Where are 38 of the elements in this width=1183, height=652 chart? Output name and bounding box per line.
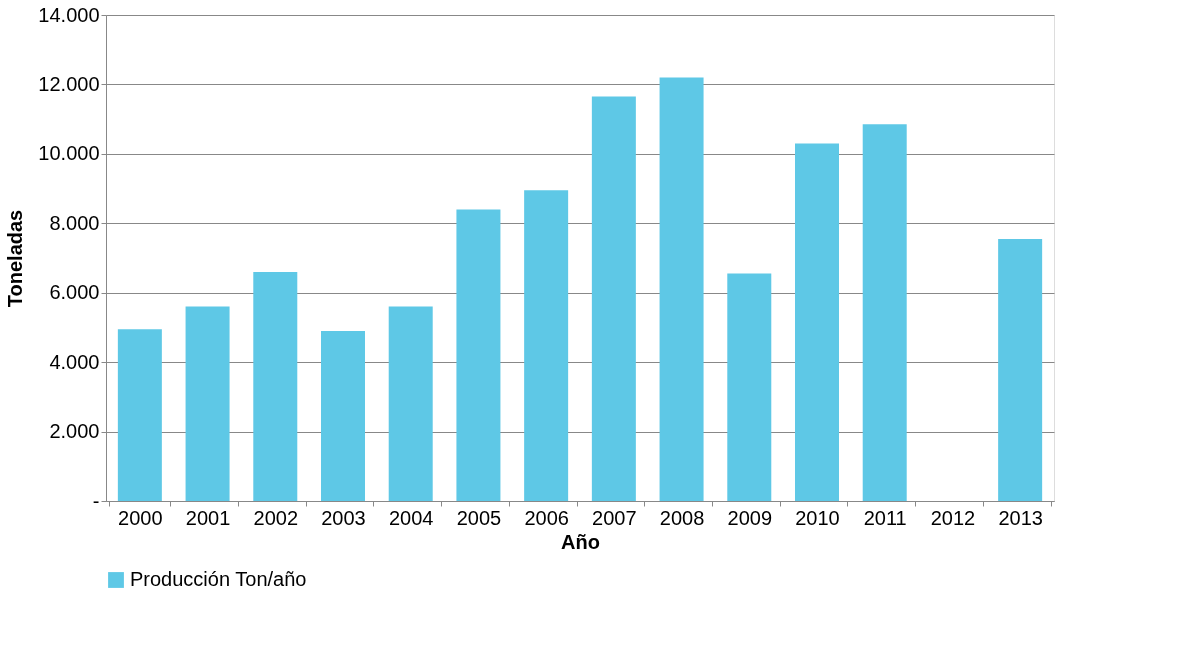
bar bbox=[591, 96, 636, 501]
x-tick-label: 2001 bbox=[185, 506, 231, 529]
y-tick-label: - bbox=[92, 489, 100, 512]
bar bbox=[862, 124, 907, 501]
x-tick-label: 2008 bbox=[659, 506, 705, 529]
x-tick-label: 2013 bbox=[998, 506, 1043, 529]
bar bbox=[117, 329, 162, 501]
y-tick-label: 6.000 bbox=[49, 281, 100, 304]
bar bbox=[795, 143, 839, 501]
legend-label: Producción Ton/año bbox=[130, 568, 307, 590]
x-axis-title: Año bbox=[561, 530, 600, 553]
y-tick-label: 4.000 bbox=[49, 350, 100, 373]
x-tick-label: 2004 bbox=[388, 506, 434, 529]
y-tick-label: 12.000 bbox=[38, 72, 100, 95]
x-tick-label: 2002 bbox=[253, 506, 299, 529]
x-tick-label: 2009 bbox=[727, 506, 773, 529]
x-tick-label: 2010 bbox=[795, 506, 840, 529]
y-tick-label: 14.000 bbox=[38, 3, 100, 26]
bar bbox=[456, 209, 501, 501]
bar bbox=[185, 306, 230, 501]
bar bbox=[524, 190, 569, 501]
y-axis-title: Toneladas bbox=[4, 209, 27, 308]
x-tick-label: 2005 bbox=[456, 506, 502, 529]
x-tick-label: 2011 bbox=[863, 506, 907, 529]
y-tick-label: 8.000 bbox=[49, 211, 100, 234]
x-tick-label: 2003 bbox=[321, 506, 366, 529]
x-tick-label: 2007 bbox=[592, 506, 637, 529]
bar bbox=[659, 77, 704, 501]
x-tick-label: 2000 bbox=[118, 506, 163, 529]
x-tick-label: 2006 bbox=[524, 506, 569, 529]
x-tick-label: 2012 bbox=[930, 506, 976, 529]
bar bbox=[998, 238, 1043, 501]
bar bbox=[321, 330, 365, 501]
bar bbox=[727, 273, 772, 501]
bar bbox=[388, 306, 433, 501]
y-tick-label: 10.000 bbox=[38, 142, 100, 165]
y-tick-label: 2.000 bbox=[49, 420, 100, 443]
bar bbox=[253, 271, 298, 501]
